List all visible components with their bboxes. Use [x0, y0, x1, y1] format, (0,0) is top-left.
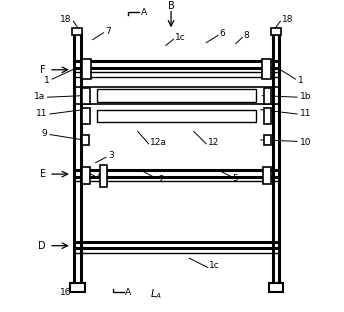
- Text: F: F: [40, 65, 46, 75]
- Text: D: D: [38, 241, 46, 251]
- Text: 3: 3: [108, 151, 114, 160]
- Text: 1c: 1c: [175, 33, 186, 42]
- Text: 5: 5: [233, 174, 238, 183]
- Text: 1: 1: [298, 76, 304, 85]
- Text: 1b: 1b: [300, 92, 311, 101]
- Text: E: E: [40, 169, 46, 179]
- Text: 11: 11: [300, 109, 311, 118]
- Bar: [97, 110, 256, 122]
- Text: 12a: 12a: [150, 138, 167, 147]
- Bar: [264, 134, 271, 145]
- Text: A: A: [125, 288, 131, 297]
- Text: 11: 11: [36, 109, 47, 118]
- Text: 8: 8: [244, 31, 249, 40]
- Bar: [264, 108, 271, 124]
- Text: 4: 4: [96, 173, 101, 182]
- Text: 9: 9: [42, 129, 47, 138]
- Text: 16: 16: [60, 288, 72, 297]
- Bar: [100, 165, 107, 187]
- Bar: [82, 59, 91, 80]
- Text: 6: 6: [219, 29, 225, 38]
- Bar: [264, 88, 271, 104]
- Text: 1c: 1c: [209, 261, 220, 271]
- Text: 18: 18: [60, 15, 72, 24]
- Text: 2: 2: [158, 175, 164, 184]
- Bar: [70, 283, 85, 292]
- Bar: [72, 28, 82, 35]
- Text: 10: 10: [300, 138, 311, 147]
- Text: A: A: [141, 8, 147, 17]
- Text: 1: 1: [44, 76, 50, 85]
- Bar: [263, 167, 271, 184]
- Bar: [82, 108, 90, 124]
- Bar: [82, 134, 89, 145]
- Bar: [262, 59, 271, 80]
- Text: 1a: 1a: [34, 92, 45, 101]
- Bar: [269, 283, 283, 292]
- Bar: [97, 90, 256, 102]
- Bar: [271, 28, 281, 35]
- Text: 18: 18: [282, 15, 293, 24]
- Text: 12: 12: [208, 138, 219, 147]
- Text: $L_A$: $L_A$: [150, 287, 162, 301]
- Text: 7: 7: [105, 27, 111, 36]
- Bar: [82, 167, 90, 184]
- Text: B: B: [168, 1, 174, 11]
- Bar: [82, 88, 90, 104]
